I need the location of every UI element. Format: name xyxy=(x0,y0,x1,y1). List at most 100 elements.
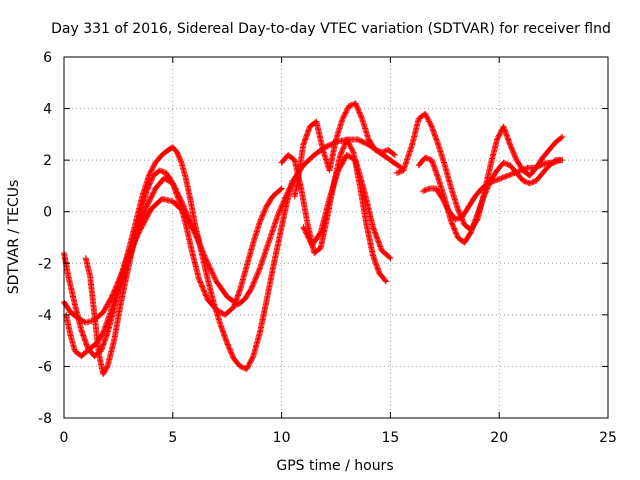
data-sample-marker xyxy=(149,190,156,197)
data-point xyxy=(100,371,107,378)
data-sample-marker xyxy=(510,150,517,157)
data-sample-marker xyxy=(425,186,432,193)
data-point xyxy=(243,366,250,373)
data-point xyxy=(143,188,150,195)
data-sample-marker xyxy=(204,258,211,265)
data-point xyxy=(339,115,346,122)
data-sample-marker xyxy=(238,363,245,370)
data-sample-marker xyxy=(147,179,154,186)
data-sample-marker xyxy=(424,114,431,121)
data-sample-marker xyxy=(175,151,182,158)
data-sample-marker xyxy=(343,108,350,115)
data-sample-marker xyxy=(249,283,256,290)
data-sample-marker xyxy=(483,186,490,193)
data-sample-marker xyxy=(483,188,490,195)
data-sample-marker xyxy=(440,197,447,204)
data-sample-marker xyxy=(451,226,458,233)
data-sample-marker xyxy=(353,102,360,109)
data-sample-marker xyxy=(373,147,380,154)
x-axis-label: GPS time / hours xyxy=(276,458,393,474)
data-sample-marker xyxy=(481,191,488,198)
y-tick-label: 0 xyxy=(43,205,52,221)
data-sample-marker xyxy=(521,178,528,185)
data-sample-marker xyxy=(502,173,509,180)
data-sample-marker xyxy=(482,189,489,196)
data-sample-marker xyxy=(349,146,356,153)
data-sample-marker xyxy=(198,280,205,287)
data-sample-marker xyxy=(444,206,451,213)
data-sample-marker xyxy=(144,200,151,207)
data-point xyxy=(494,136,501,143)
y-tick-label: -4 xyxy=(38,308,52,324)
data-sample-marker xyxy=(396,169,403,176)
x-tick-label: 0 xyxy=(60,430,69,446)
data-point xyxy=(248,286,255,293)
data-sample-marker xyxy=(203,293,210,300)
y-tick-label: 4 xyxy=(43,102,52,118)
data-sample-marker xyxy=(158,167,165,174)
data-sample-marker xyxy=(207,266,214,273)
data-sample-marker xyxy=(374,147,381,154)
data-sample-marker xyxy=(254,271,261,278)
data-sample-marker xyxy=(224,341,231,348)
data-sample-marker xyxy=(504,161,511,168)
data-sample-marker xyxy=(516,167,523,174)
data-sample-marker xyxy=(249,354,256,361)
data-sample-marker xyxy=(541,160,548,167)
data-point xyxy=(452,216,459,223)
data-sample-marker xyxy=(337,150,344,157)
data-sample-marker xyxy=(354,105,361,112)
data-sample-marker xyxy=(261,207,268,214)
data-sample-marker xyxy=(145,182,152,189)
data-sample-marker xyxy=(210,271,217,278)
data-point xyxy=(559,133,566,140)
data-sample-marker xyxy=(259,213,266,220)
data-sample-marker xyxy=(149,166,156,173)
data-sample-marker xyxy=(254,270,261,277)
data-point xyxy=(378,149,385,156)
data-sample-marker xyxy=(255,269,262,276)
data-point xyxy=(393,170,400,177)
data-sample-marker xyxy=(251,277,258,284)
data-sample-marker xyxy=(423,186,430,193)
data-sample-marker xyxy=(390,151,397,158)
data-sample-marker xyxy=(358,114,365,121)
data-sample-marker xyxy=(497,130,504,137)
data-sample-marker xyxy=(494,135,501,142)
data-sample-marker xyxy=(529,179,536,186)
data-sample-marker xyxy=(482,190,489,197)
data-point xyxy=(500,159,507,166)
data-sample-marker xyxy=(338,149,345,156)
data-point xyxy=(537,162,544,169)
data-sample-marker xyxy=(341,142,348,149)
data-point xyxy=(557,157,564,164)
data-point xyxy=(195,275,202,282)
data-sample-marker xyxy=(558,134,565,141)
data-sample-marker xyxy=(205,261,212,268)
x-tick-label: 25 xyxy=(599,430,617,446)
data-point xyxy=(224,340,231,347)
data-sample-marker xyxy=(251,278,258,285)
data-sample-marker xyxy=(247,359,254,366)
data-sample-marker xyxy=(342,110,349,117)
data-point xyxy=(520,177,527,184)
y-axis-label: SDTVAR / TECUs xyxy=(6,180,22,295)
data-sample-marker xyxy=(144,185,151,192)
data-sample-marker xyxy=(260,211,267,218)
data-sample-marker xyxy=(262,206,269,213)
data-point xyxy=(256,219,263,226)
data-sample-marker xyxy=(376,148,383,155)
data-sample-marker xyxy=(453,215,460,222)
data-point xyxy=(507,141,514,148)
data-sample-marker xyxy=(427,121,434,128)
data-sample-marker xyxy=(277,186,284,193)
series-track-7 xyxy=(300,151,394,262)
data-sample-marker xyxy=(144,186,151,193)
data-sample-marker xyxy=(512,154,519,161)
data-sample-marker xyxy=(260,210,267,217)
data-sample-marker xyxy=(455,215,462,222)
data-sample-marker xyxy=(453,231,460,238)
data-sample-marker xyxy=(551,159,558,166)
data-sample-marker xyxy=(356,109,363,116)
